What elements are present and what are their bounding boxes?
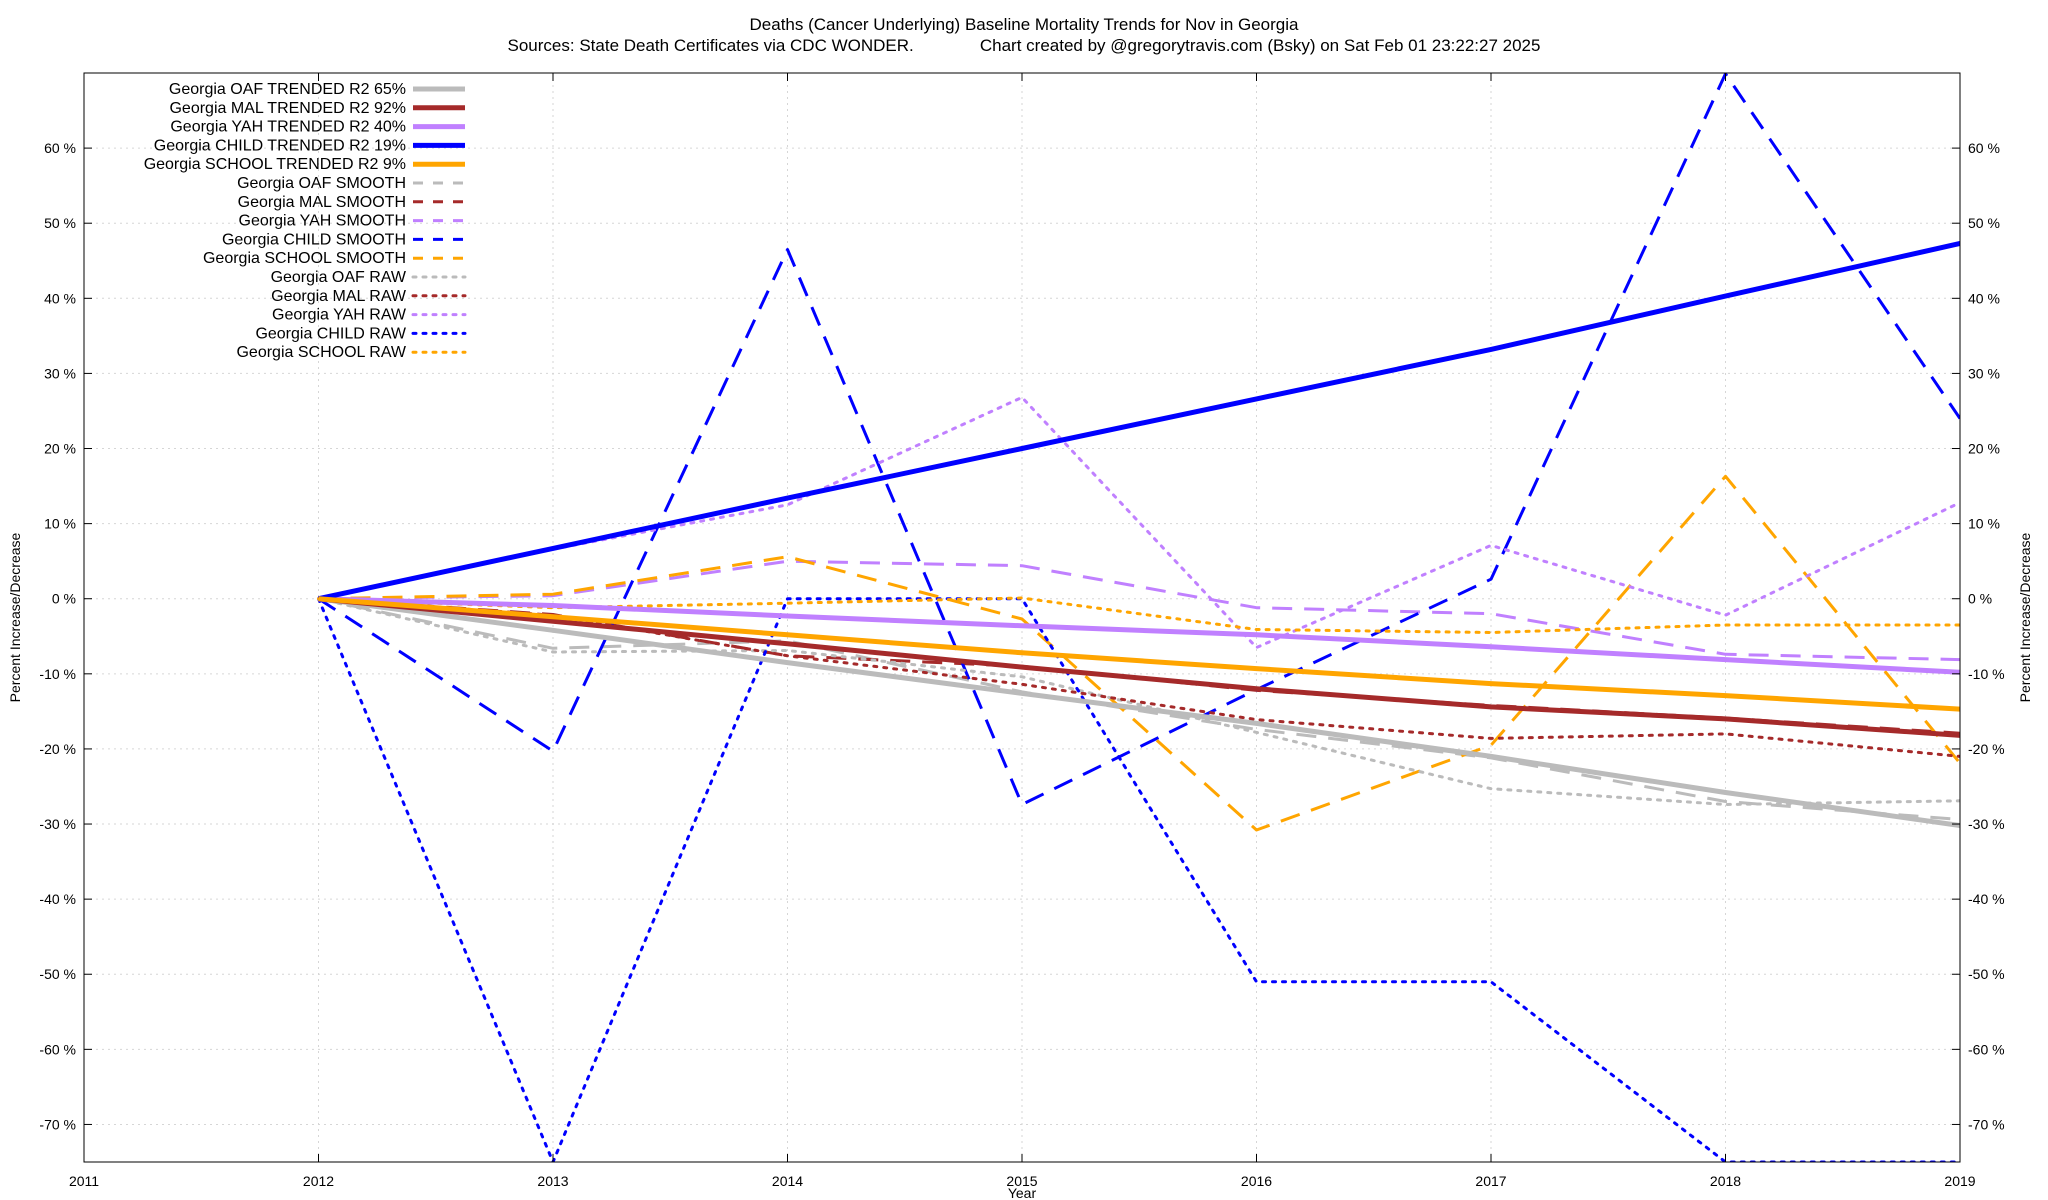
y-tick-label: -30 % (39, 816, 76, 832)
legend: Georgia OAF TRENDED R2 65% Georgia MAL TR… (144, 81, 467, 361)
legend-label: Georgia MAL SMOOTH (238, 194, 406, 211)
y2-tick-label: 10 % (1968, 516, 2000, 532)
legend-label: Georgia OAF RAW (271, 269, 407, 286)
legend-label: Georgia MAL TRENDED R2 92% (169, 100, 406, 117)
x-axis-label: Year (1008, 1185, 1037, 1200)
y-tick-label: -60 % (39, 1041, 76, 1057)
y-tick-label: 30 % (44, 365, 76, 381)
y2-axis-label: Percent Increase/Decrease (2017, 532, 2033, 702)
chart-subtitle: Sources: State Death Certificates via CD… (508, 36, 1541, 55)
chart-title: Deaths (Cancer Underlying) Baseline Mort… (750, 15, 1300, 34)
y-tick-label: 50 % (44, 215, 76, 231)
y2-tick-label: -40 % (1968, 891, 2005, 907)
y2-tick-label: -50 % (1968, 966, 2005, 982)
y-tick-label: 0 % (52, 591, 76, 607)
series-line-school-smooth (318, 474, 1960, 832)
y2-tick-label: 0 % (1968, 591, 1992, 607)
legend-label: Georgia SCHOOL SMOOTH (203, 250, 406, 267)
x-tick-label: 2016 (1241, 1173, 1272, 1189)
legend-label: Georgia OAF TRENDED R2 65% (169, 81, 406, 98)
series-line-child-trended (317, 241, 1960, 602)
y2-tick-label: -20 % (1968, 741, 2005, 757)
series-line-oaf-trended (318, 596, 1960, 828)
series-line-mal-trended (318, 596, 1960, 738)
y2-tick-label: -60 % (1968, 1041, 2005, 1057)
y2-tick-label: 30 % (1968, 365, 2000, 381)
legend-label: Georgia YAH RAW (272, 307, 407, 324)
legend-label: Georgia YAH TRENDED R2 40% (170, 119, 406, 136)
x-tick-label: 2014 (772, 1173, 803, 1189)
y-tick-label: 10 % (44, 516, 76, 532)
x-tick-label: 2017 (1475, 1173, 1506, 1189)
legend-label: Georgia CHILD RAW (255, 325, 406, 342)
x-tick-label: 2011 (69, 1173, 99, 1189)
series-line-yah-smooth (318, 559, 1960, 662)
y-tick-label: 60 % (44, 140, 76, 156)
series-line-yah-trended (318, 596, 1960, 675)
y2-tick-label: -30 % (1968, 816, 2005, 832)
y-tick-label: -10 % (39, 666, 76, 682)
x-tick-label: 2019 (1944, 1173, 1975, 1189)
series-line-yah-raw (317, 395, 1960, 649)
y2-tick-label: 20 % (1968, 441, 2000, 457)
y2-tick-label: 40 % (1968, 290, 2000, 306)
legend-label: Georgia CHILD SMOOTH (222, 231, 406, 248)
series-line-child-raw (317, 597, 1960, 1162)
x-tick-label: 2012 (303, 1173, 334, 1189)
y2-tick-label: -10 % (1968, 666, 2005, 682)
x-tick-label: 2018 (1710, 1173, 1741, 1189)
y-tick-label: -40 % (39, 891, 76, 907)
y2-tick-label: 50 % (1968, 215, 2000, 231)
y-tick-label: -70 % (39, 1116, 76, 1132)
legend-label: Georgia YAH SMOOTH (239, 213, 406, 230)
x-tick-label: 2015 (1006, 1173, 1037, 1189)
y2-tick-label: 60 % (1968, 140, 2000, 156)
legend-label: Georgia SCHOOL TRENDED R2 9% (144, 156, 406, 173)
series-line-school-trended (318, 596, 1960, 712)
axis-ticks: 2011 2012 2013 2014 2015 2016 2017 2018 2019 60 %… (39, 73, 2005, 1189)
y-tick-label: 20 % (44, 441, 76, 457)
y-tick-label: 40 % (44, 290, 76, 306)
y-tick-label: -20 % (39, 741, 76, 757)
legend-label: Georgia MAL RAW (271, 288, 407, 305)
legend-label: Georgia CHILD TRENDED R2 19% (154, 137, 406, 154)
y2-tick-label: -70 % (1968, 1116, 2005, 1132)
legend-label: Georgia SCHOOL RAW (236, 344, 406, 361)
legend-label: Georgia OAF SMOOTH (237, 175, 406, 192)
y-tick-label: -50 % (39, 966, 76, 982)
series-layer (317, 73, 1960, 1162)
series-line-oaf-raw (317, 597, 1960, 806)
x-tick-label: 2013 (537, 1173, 568, 1189)
y-axis-label: Percent Increase/Decrease (7, 532, 23, 702)
